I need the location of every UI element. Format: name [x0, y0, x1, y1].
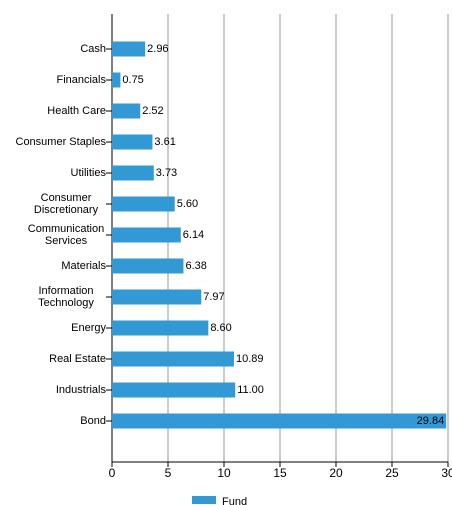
bar	[112, 196, 175, 212]
bar	[112, 382, 236, 398]
x-tick-label: 15	[273, 466, 287, 480]
x-tick-label: 0	[109, 466, 116, 480]
value-label: 2.52	[142, 105, 163, 117]
y-tick-label-box: Consumer Staples	[0, 127, 107, 157]
y-tick-label: Materials	[61, 260, 106, 272]
x-tick-label: 25	[385, 466, 399, 480]
y-tick-label: Cash	[80, 43, 106, 55]
y-tick-label-box: Utilities	[0, 158, 106, 188]
y-tick-label-box: Cash	[0, 34, 106, 64]
value-label: 6.14	[183, 229, 204, 241]
y-tick-label: Energy	[71, 322, 106, 334]
value-label: 11.00	[237, 384, 264, 396]
bar	[112, 165, 154, 181]
value-label: 3.73	[156, 167, 177, 179]
y-tick-label-box: Bond	[0, 406, 106, 436]
y-tick-label-box: Energy	[0, 313, 106, 343]
x-tick-label: 30	[441, 466, 452, 480]
value-label: 3.61	[154, 136, 175, 148]
y-tick-label: Real Estate	[49, 353, 106, 365]
y-tick-label: Information Technology	[38, 285, 94, 309]
y-tick-label-box: Real Estate	[0, 344, 106, 374]
x-tick-label: 20	[329, 466, 343, 480]
bar	[112, 41, 146, 57]
value-label: 7.97	[203, 291, 224, 303]
bar	[112, 413, 447, 429]
y-tick-label-box: Communication Services	[0, 220, 106, 250]
y-tick-label: Consumer Staples	[15, 136, 107, 148]
legend-label: Fund	[222, 496, 248, 505]
y-tick-label-box: Materials	[0, 251, 106, 281]
y-tick-label-box: Consumer Discretionary	[0, 189, 106, 219]
value-label: 8.60	[210, 322, 231, 334]
bar	[112, 134, 153, 150]
y-tick-label: Industrials	[55, 384, 106, 396]
y-tick-label: Communication Services	[27, 223, 105, 247]
y-tick-label: Health Care	[47, 105, 106, 117]
y-tick-label: Consumer Discretionary	[33, 192, 99, 216]
value-label: 10.89	[236, 353, 264, 365]
bar	[112, 289, 202, 305]
y-tick-label-box: Health Care	[0, 96, 106, 126]
value-label: 29.84	[417, 415, 445, 427]
y-tick-label-box: Financials	[0, 65, 106, 95]
bar	[112, 351, 234, 367]
x-tick-label: 5	[165, 466, 172, 480]
value-label: 6.38	[185, 260, 206, 272]
y-tick-label: Utilities	[70, 167, 106, 179]
bar	[112, 227, 181, 243]
bar	[112, 72, 121, 88]
bar	[112, 320, 209, 336]
bar	[112, 103, 141, 119]
value-label: 0.75	[122, 74, 143, 86]
y-tick-label-box: Industrials	[0, 375, 106, 405]
y-tick-label-box: Information Technology	[0, 282, 106, 312]
y-tick-label: Bond	[80, 415, 106, 427]
legend-swatch	[192, 496, 216, 504]
value-label: 2.96	[147, 43, 168, 55]
x-tick-label: 10	[217, 466, 231, 480]
bar	[112, 258, 184, 274]
y-tick-label: Financials	[56, 74, 106, 86]
value-label: 5.60	[177, 198, 198, 210]
